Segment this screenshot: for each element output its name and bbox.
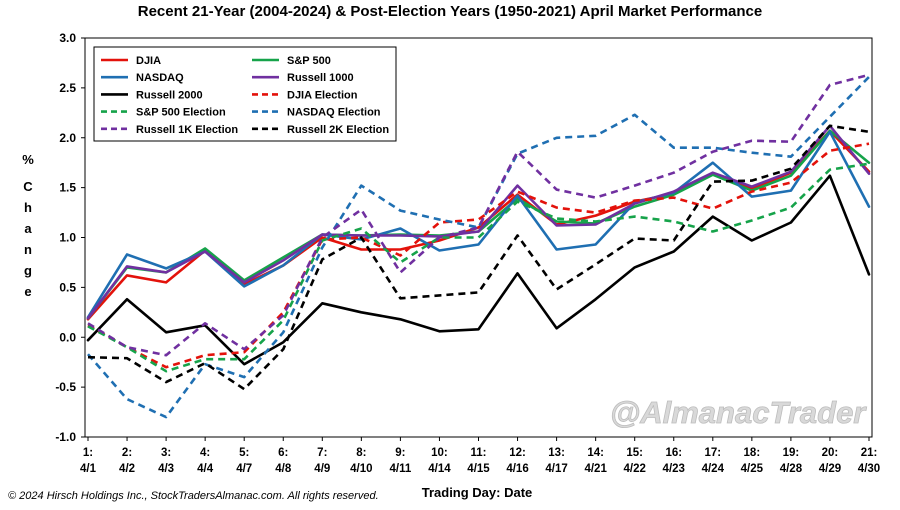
legend-label: Russell 2000 <box>136 89 203 101</box>
x-tick-number: 1: <box>83 447 93 459</box>
x-tick-date: 4/4 <box>197 463 214 475</box>
chart-title: Recent 21-Year (2004-2024) & Post-Electi… <box>138 3 762 20</box>
x-tick-date: 4/24 <box>702 463 725 475</box>
y-axis: 3.0 2.5 2.0 1.5 1.0 0.5 0.0 -0.5 -1.0 <box>55 31 85 444</box>
legend-label: DJIA Election <box>287 89 358 101</box>
x-tick-date: 4/30 <box>858 463 880 475</box>
series-line-russell-1k-election <box>87 73 870 357</box>
series-line-s-p-500-election <box>87 162 870 373</box>
legend-label: Russell 1000 <box>287 72 354 84</box>
legend-label: Russell 2K Election <box>287 124 389 136</box>
x-tick-number: 14: <box>587 447 604 459</box>
x-tick-number: 3: <box>161 447 171 459</box>
x-tick-date: 4/8 <box>275 463 292 475</box>
y-tick-label: -0.5 <box>55 380 76 394</box>
x-tick-date: 4/15 <box>467 463 490 475</box>
x-tick-date: 4/22 <box>624 463 646 475</box>
y-tick-label: 1.0 <box>59 231 76 245</box>
y-tick-label: 2.5 <box>59 81 76 95</box>
x-tick-number: 21: <box>861 447 878 459</box>
y-tick-label: 1.5 <box>59 181 76 195</box>
series-line-nasdaq-election <box>87 75 870 419</box>
y-tick-label: 0.0 <box>59 330 76 344</box>
x-tick-date: 4/25 <box>741 463 764 475</box>
legend-label: S&P 500 Election <box>136 107 226 119</box>
x-tick-date: 4/17 <box>545 463 567 475</box>
x-axis: 1: 4/1 2: 4/2 3: 4/3 4: 4/4 5: 4/7 6: 4/8 7: 4/9 8: 4/1… <box>80 437 880 475</box>
watermark: @AlmanacTrader <box>610 395 867 430</box>
copyright: © 2024 Hirsch Holdings Inc., StockTrader… <box>8 490 379 502</box>
x-tick-date: 4/29 <box>819 463 841 475</box>
y-axis-title-char: n <box>24 242 32 257</box>
x-tick-number: 15: <box>626 447 643 459</box>
y-tick-label: -1.0 <box>55 430 76 444</box>
x-tick-date: 4/28 <box>780 463 803 475</box>
y-axis-title-char: % <box>22 152 34 167</box>
x-tick-number: 8: <box>356 447 366 459</box>
legend-label: Russell 1K Election <box>136 124 238 136</box>
x-tick-number: 6: <box>278 447 288 459</box>
x-tick-number: 7: <box>317 447 327 459</box>
y-axis-title-char: g <box>24 263 32 278</box>
x-tick-date: 4/11 <box>390 463 412 475</box>
y-axis-title-char: h <box>24 200 32 215</box>
legend-label: NASDAQ <box>136 72 184 84</box>
series-line-russell-2000 <box>86 174 871 366</box>
x-tick-number: 12: <box>509 447 526 459</box>
x-tick-number: 11: <box>471 447 487 459</box>
legend: DJIA S&P 500 NASDAQ Russell 1000 Russell 200… <box>101 55 389 136</box>
x-axis-title: Trading Day: Date <box>422 485 533 500</box>
series-line-russell-2k-election <box>87 124 870 391</box>
x-tick-number: 18: <box>744 447 761 459</box>
series-line-djia-election <box>87 142 870 369</box>
series-lines <box>86 73 871 419</box>
x-tick-date: 4/21 <box>584 463 607 475</box>
x-tick-date: 4/1 <box>80 463 97 475</box>
x-tick-date: 4/23 <box>663 463 685 475</box>
x-tick-number: 4: <box>200 447 210 459</box>
y-axis-title-char: C <box>23 179 33 194</box>
x-tick-number: 9: <box>395 447 405 459</box>
x-tick-number: 10: <box>431 447 448 459</box>
x-tick-date: 4/2 <box>119 463 135 475</box>
x-tick-number: 20: <box>822 447 839 459</box>
y-tick-label: 0.5 <box>59 280 76 294</box>
legend-box <box>93 46 397 142</box>
x-tick-number: 16: <box>665 447 682 459</box>
y-axis-title-char: a <box>24 221 32 236</box>
x-tick-number: 17: <box>704 447 721 459</box>
x-tick-number: 13: <box>548 447 565 459</box>
x-tick-date: 4/7 <box>236 463 252 475</box>
x-tick-date: 4/14 <box>428 463 451 475</box>
x-tick-number: 2: <box>122 447 132 459</box>
x-tick-date: 4/3 <box>158 463 174 475</box>
y-axis-title-char: e <box>24 284 31 299</box>
legend-label: DJIA <box>136 55 161 67</box>
x-tick-number: 5: <box>239 447 249 459</box>
legend-label: S&P 500 <box>287 55 331 67</box>
legend-label: NASDAQ Election <box>287 107 381 119</box>
x-tick-date: 4/9 <box>314 463 330 475</box>
x-tick-number: 19: <box>783 447 800 459</box>
y-tick-label: 3.0 <box>59 31 76 45</box>
x-tick-date: 4/10 <box>350 463 372 475</box>
y-tick-label: 2.0 <box>59 131 76 145</box>
x-tick-date: 4/16 <box>506 463 528 475</box>
